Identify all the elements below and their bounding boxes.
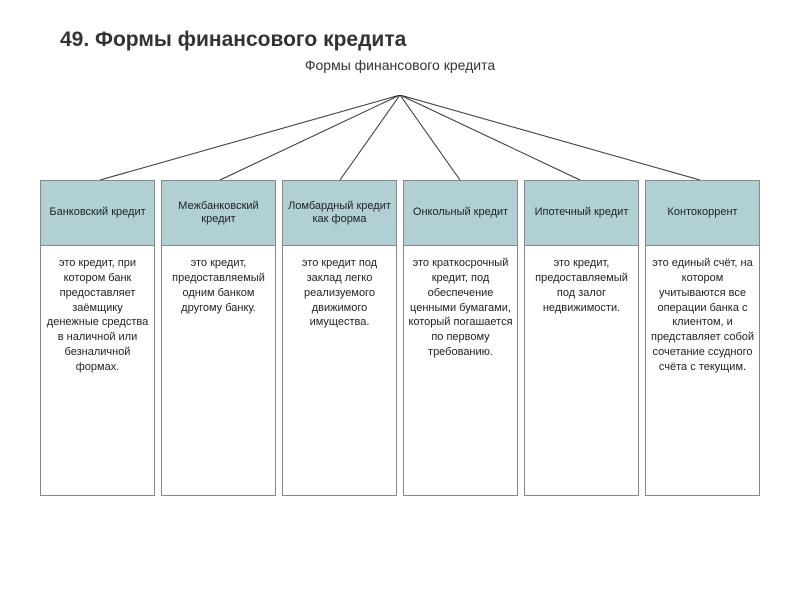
column-mortgage-credit: Ипотечный кредитэто кредит, предоставляе… [524, 180, 639, 496]
column-pawnshop-credit: Ломбардный кредит как формаэто кредит по… [282, 180, 397, 496]
column-header-contocorrent: Контокоррент [645, 180, 760, 246]
column-header-interbank-credit: Межбанковский кредит [161, 180, 276, 246]
column-header-pawnshop-credit: Ломбардный кредит как форма [282, 180, 397, 246]
connector-lines [0, 95, 800, 185]
column-header-bank-credit: Банковский кредит [40, 180, 155, 246]
page-title-main: 49. Формы финансового кредита [60, 28, 406, 52]
column-oncall-credit: Онкольный кредитэто краткосрочный кредит… [403, 180, 518, 496]
column-body-bank-credit: это кредит, при котором банк предоставля… [40, 246, 155, 496]
column-bank-credit: Банковский кредитэто кредит, при котором… [40, 180, 155, 496]
column-header-oncall-credit: Онкольный кредит [403, 180, 518, 246]
column-body-oncall-credit: это краткосрочный кредит, под обеспечени… [403, 246, 518, 496]
columns-container: Банковский кредитэто кредит, при котором… [40, 180, 760, 496]
column-header-mortgage-credit: Ипотечный кредит [524, 180, 639, 246]
column-body-pawnshop-credit: это кредит под заклад легко реализуемого… [282, 246, 397, 496]
column-interbank-credit: Межбанковский кредитэто кредит, предоста… [161, 180, 276, 496]
column-body-mortgage-credit: это кредит, предоставляемый под залог не… [524, 246, 639, 496]
column-contocorrent: Контокоррентэто единый счёт, на котором … [645, 180, 760, 496]
column-body-contocorrent: это единый счёт, на котором учитываются … [645, 246, 760, 496]
column-body-interbank-credit: это кредит, предоставляемый одним банком… [161, 246, 276, 496]
page-title-sub: Формы финансового кредита [305, 56, 495, 74]
